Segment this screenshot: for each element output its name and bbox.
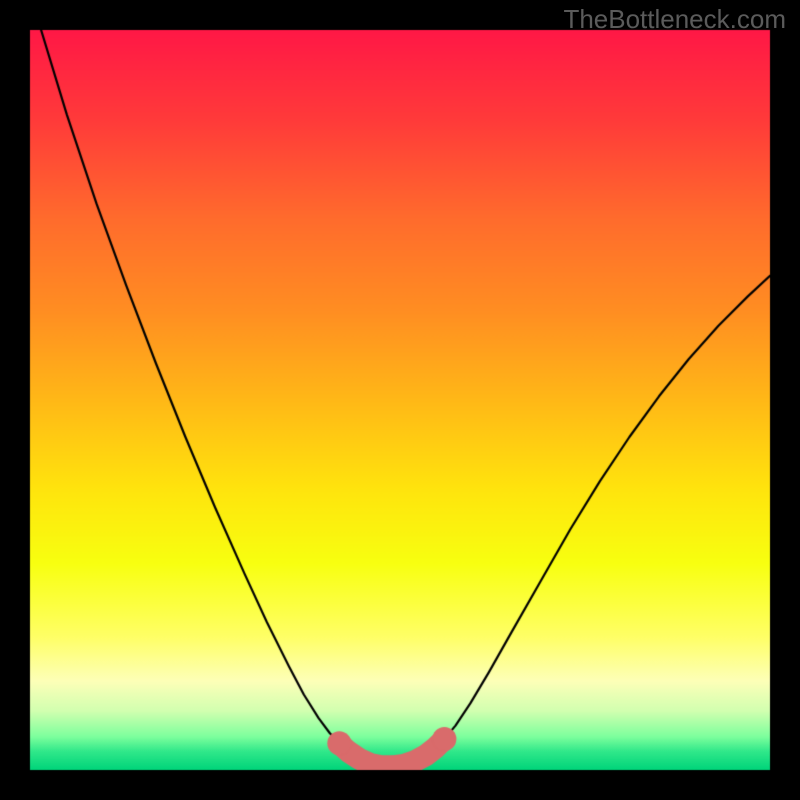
bottleneck-chart (0, 0, 800, 800)
